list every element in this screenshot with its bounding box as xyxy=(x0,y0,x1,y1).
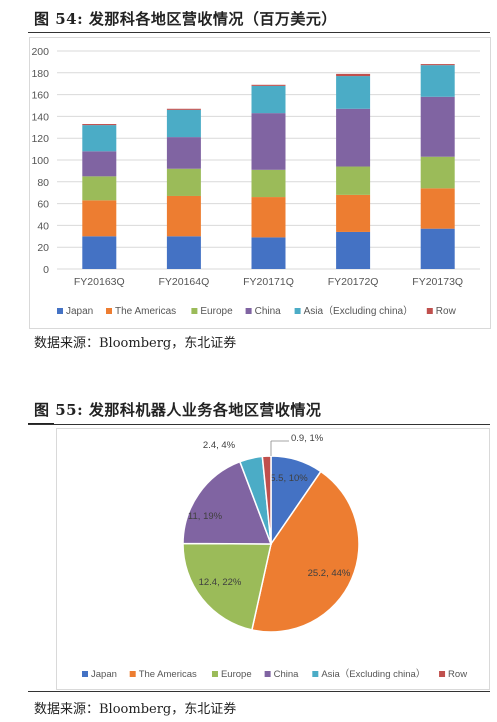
bar-europe-FY20163Q xyxy=(82,176,117,201)
bar-row-FY20172Q xyxy=(336,73,371,77)
bar-row-FY20171Q xyxy=(251,84,286,86)
legend-label-the-americas: The Americas xyxy=(115,306,176,317)
legend-swatch-row xyxy=(426,308,433,314)
legend-swatch-japan xyxy=(57,308,63,314)
pie-slice-europe xyxy=(182,542,272,631)
legend-label-japan: Japan xyxy=(66,306,93,317)
y-tick-label-8: 160 xyxy=(31,90,49,102)
bar-asia-excluding-china-FY20172Q xyxy=(336,76,371,109)
bar-japan-FY20173Q xyxy=(420,228,455,269)
legend-swatch-the-americas xyxy=(106,308,112,314)
legend-swatch-row xyxy=(439,671,446,677)
legend-swatch-asia-excluding-china xyxy=(312,671,319,677)
y-tick-label-2: 40 xyxy=(37,220,49,232)
bar-europe-FY20164Q xyxy=(166,168,201,196)
figure-55-source: 数据来源：Bloomberg，东北证券 xyxy=(34,702,237,717)
legend-label-asia-excluding-china: Asia（Excluding china） xyxy=(321,668,425,680)
x-tick-label-2: FY20171Q xyxy=(243,276,294,288)
bar-the-americas-FY20172Q xyxy=(336,194,371,232)
figure-54-source: 数据来源：Bloomberg，东北证券 xyxy=(34,336,237,351)
figure-55-title-rule xyxy=(28,424,490,425)
legend-swatch-china xyxy=(245,308,252,314)
bar-asia-excluding-china-FY20171Q xyxy=(251,85,286,114)
bar-the-americas-FY20173Q xyxy=(420,188,455,229)
legend-swatch-asia-excluding-china xyxy=(294,308,301,314)
legend-label-japan: Japan xyxy=(91,669,117,680)
bar-europe-FY20171Q xyxy=(251,169,286,198)
bar-the-americas-FY20164Q xyxy=(166,195,201,237)
figure-54-title: 图 54: 发那科各地区营收情况（百万美元） xyxy=(34,10,337,28)
y-tick-label-4: 80 xyxy=(37,177,49,189)
x-tick-label-3: FY20172Q xyxy=(328,276,379,288)
y-tick-label-0: 0 xyxy=(43,264,49,276)
bar-row-FY20173Q xyxy=(420,64,455,66)
x-tick-label-4: FY20173Q xyxy=(412,276,463,288)
x-tick-label-0: FY20163Q xyxy=(74,276,125,288)
legend-label-europe: Europe xyxy=(221,669,252,680)
bar-row-FY20164Q xyxy=(166,108,201,110)
data-label-japan: 5.5, 10% xyxy=(270,473,308,484)
legend-swatch-europe xyxy=(211,671,218,677)
bar-europe-FY20173Q xyxy=(420,156,455,189)
data-label-row: 0.9, 1% xyxy=(291,433,324,444)
x-tick-label-1: FY20164Q xyxy=(159,276,210,288)
legend-label-asia-excluding-china: Asia（Excluding china） xyxy=(304,305,414,317)
bar-asia-excluding-china-FY20164Q xyxy=(166,109,201,138)
legend-label-china: China xyxy=(274,669,300,680)
pie-chart: 5.5, 10% 25.2, 44% 12.4, 22% 11, 19% 2.4, 4%… xyxy=(82,433,467,680)
pie-slice-the-americas xyxy=(250,470,360,633)
bar-the-americas-FY20171Q xyxy=(251,197,286,238)
bar-asia-excluding-china-FY20173Q xyxy=(420,65,455,97)
legend-label-row: Row xyxy=(436,306,457,317)
data-label-the-americas: 25.2, 44% xyxy=(308,568,351,579)
bar-asia-excluding-china-FY20163Q xyxy=(82,125,117,152)
legend-swatch-china xyxy=(264,671,271,677)
legend-label-europe: Europe xyxy=(200,306,233,317)
bar-row-FY20163Q xyxy=(82,124,117,126)
y-tick-label-9: 180 xyxy=(31,68,49,80)
bar-china-FY20173Q xyxy=(420,96,455,157)
y-tick-label-1: 20 xyxy=(37,242,49,254)
stacked-bar-chart: 0 20 40 60 80 100 120 140 160 180 200 FY20163Q FY201… xyxy=(31,46,480,317)
bar-china-FY20172Q xyxy=(336,108,371,167)
y-tick-label-6: 120 xyxy=(31,133,49,145)
figure-54-title-rule xyxy=(28,32,490,33)
legend-label-row: Row xyxy=(448,669,467,680)
y-tick-label-5: 100 xyxy=(31,155,49,167)
legend-label-china: China xyxy=(255,306,282,317)
data-label-asia-excluding-china: 2.4, 4% xyxy=(203,440,236,451)
bar-europe-FY20172Q xyxy=(336,166,371,195)
legend-swatch-japan xyxy=(82,671,88,677)
bar-china-FY20163Q xyxy=(82,151,117,177)
y-tick-label-7: 140 xyxy=(31,111,49,123)
y-tick-label-10: 200 xyxy=(31,46,49,58)
bar-china-FY20164Q xyxy=(166,137,201,169)
y-tick-label-3: 60 xyxy=(37,199,49,211)
bar-japan-FY20171Q xyxy=(251,237,286,269)
bar-japan-FY20172Q xyxy=(336,231,371,269)
figure-55-bottom-rule xyxy=(28,691,490,692)
bar-chart-frame: 0 20 40 60 80 100 120 140 160 180 200 FY20163Q FY201… xyxy=(29,37,491,329)
data-label-europe: 12.4, 22% xyxy=(199,577,242,588)
bar-the-americas-FY20163Q xyxy=(82,200,117,237)
pie-slice-china xyxy=(182,460,273,545)
bar-japan-FY20163Q xyxy=(82,236,117,269)
legend-label-the-americas: The Americas xyxy=(139,669,197,680)
bar-china-FY20171Q xyxy=(251,113,286,170)
data-label-china: 11, 19% xyxy=(188,511,223,522)
pie-chart-frame: 5.5, 10% 25.2, 44% 12.4, 22% 11, 19% 2.4, 4%… xyxy=(56,428,490,690)
legend-swatch-europe xyxy=(191,308,198,314)
bar-japan-FY20164Q xyxy=(166,236,201,269)
figure-55-title: 图 55: 发那科机器人业务各地区营收情况 xyxy=(34,401,322,419)
legend-swatch-the-americas xyxy=(129,671,136,677)
